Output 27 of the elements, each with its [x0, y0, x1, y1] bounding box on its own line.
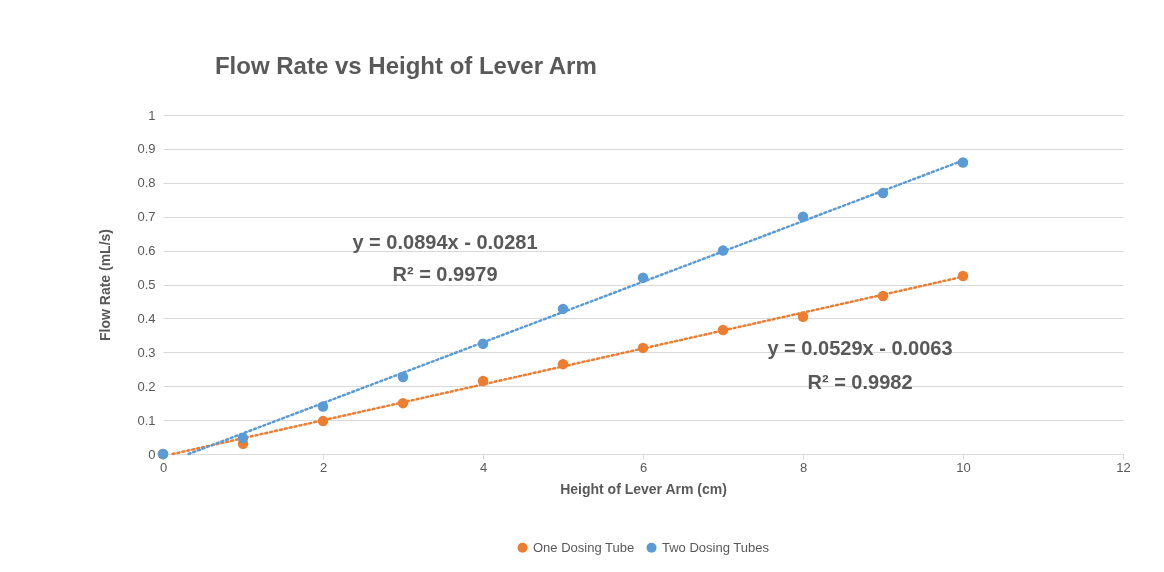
y-tick-label: 0: [148, 446, 156, 462]
y-tick-label: 0.5: [137, 277, 156, 292]
y-tick-label: 0.3: [137, 344, 156, 360]
annotation: R² = 0.9982: [807, 371, 913, 393]
x-axis-title: Height of Lever Arm (cm): [560, 480, 727, 497]
annotation: y = 0.0529x - 0.0063: [767, 337, 953, 359]
y-tick-label: 0.7: [137, 209, 156, 225]
y-tick-label: 0.1: [137, 412, 156, 428]
x-tick-label: 8: [799, 459, 808, 475]
annotation: R² = 0.9979: [392, 263, 498, 285]
x-tick-label: 12: [1116, 459, 1131, 475]
x-tick-label: 4: [479, 459, 488, 475]
chart-title: Flow Rate vs Height of Lever Arm: [214, 52, 597, 79]
x-tick-label: 0: [159, 459, 168, 475]
y-tick-label: 0.4: [137, 310, 156, 326]
x-tick-label: 6: [639, 459, 648, 475]
y-tick-label: 0.6: [137, 243, 156, 259]
annotation: y = 0.0894x - 0.0281: [352, 231, 538, 253]
y-tick-label: 0.2: [137, 378, 156, 394]
legend-label: One Dosing Tube: [533, 539, 635, 555]
legend-label: Two Dosing Tubes: [662, 539, 770, 555]
y-tick-label: 1: [148, 107, 156, 123]
x-tick-label: 2: [319, 459, 328, 475]
y-tick-label: 0.8: [137, 175, 156, 191]
y-tick-label: 0.9: [137, 141, 156, 157]
y-axis-title: Flow Rate (mL/s): [97, 228, 114, 342]
x-tick-label: 10: [956, 459, 971, 475]
